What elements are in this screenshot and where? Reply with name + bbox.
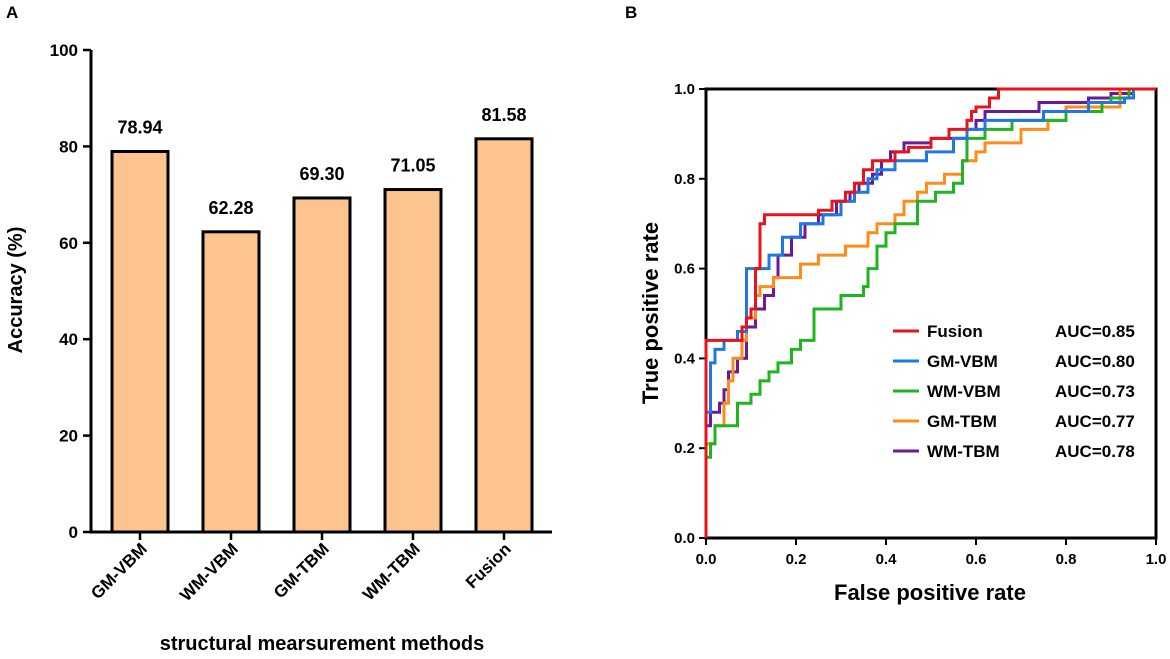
panel-a-bar: [292, 196, 352, 534]
panel-a-x-tick-label: GM-VBM: [87, 539, 151, 603]
panel-b-x-tick-label: 0.0: [696, 551, 717, 568]
panel-b-x-tick-label: 0.2: [786, 551, 807, 568]
panel-b-y-tick-label: 0.2: [674, 440, 695, 457]
panel-b-y-tick-label: 0.4: [674, 350, 696, 367]
panel-b-legend-auc: AUC=0.80: [1055, 352, 1135, 371]
panel-b-x-tick-label: 0.4: [876, 551, 898, 568]
panel-b-plot-frame: [704, 87, 1158, 540]
panel-b-ticks: 0.0 0.2 0.4 0.6 0.8 1.0 0.0 0.2 0.4 0.6 0.8 1.0: [674, 81, 1166, 568]
panel-a-y-tick-label: 20: [59, 427, 78, 446]
panel-a-bar-value-label: 81.58: [481, 105, 526, 125]
panel-b-x-tick-label: 1.0: [1146, 551, 1167, 568]
panel-a-x-tick-label: WM-TBM: [359, 539, 424, 604]
panel-a-x-tick-label: WM-VBM: [176, 539, 242, 605]
panel-b-x-tick-label: 0.6: [966, 551, 987, 568]
panel-b-legend-name: WM-TBM: [927, 442, 1000, 461]
panel-a-x-axis-title: structural mearsurement methods: [160, 633, 485, 655]
panel-a-y-tick-label: 0: [69, 523, 78, 542]
panel-b-y-tick-label: 0.8: [674, 171, 695, 188]
panel-b-label: B: [625, 3, 637, 22]
panel-b-x-axis-title: False positive rate: [834, 580, 1026, 605]
panel-a-bar: [474, 137, 534, 534]
panel-b-roc-curve-gm-vbm: [704, 87, 1156, 538]
panel-b-legend-auc: AUC=0.85: [1055, 322, 1135, 341]
panel-b-roc-curve-wm-tbm: [704, 87, 1156, 538]
panel-a-x-ticks: GM-VBM WM-VBM GM-TBM WM-TBM Fusion: [87, 532, 515, 605]
panel-a-y-tick-label: 100: [50, 41, 78, 60]
panel-b-y-tick-label: 1.0: [674, 81, 695, 98]
panel-b-roc-curve-fusion: [704, 87, 1156, 538]
panel-a-label: A: [6, 3, 18, 22]
panel-b-roc-curves: [704, 87, 1156, 538]
panel-a-bar-value-label: 62.28: [208, 198, 253, 218]
panel-b-legend-name: Fusion: [927, 322, 983, 341]
panel-b-legend-auc: AUC=0.77: [1055, 412, 1135, 431]
panel-a-y-ticks: 0 20 40 60 80 100: [50, 41, 91, 542]
panel-a-bar-value-label: 78.94: [117, 118, 162, 138]
panel-b-roc-curve-gm-tbm: [704, 87, 1156, 538]
panel-a: A Accuracy (%) structural mearsurement m…: [5, 3, 552, 655]
panel-a-bar: [110, 150, 170, 534]
panel-a-bar: [201, 230, 261, 534]
panel-a-x-tick-label: GM-TBM: [270, 539, 333, 602]
panel-b-legend-auc: AUC=0.78: [1055, 442, 1135, 461]
panel-b-legend-name: GM-TBM: [927, 412, 997, 431]
panel-a-y-tick-label: 80: [59, 137, 78, 156]
panel-b-roc-curve-wm-vbm: [704, 87, 1156, 538]
panel-a-bar-value-label: 71.05: [390, 156, 435, 176]
panel-a-bar-value-label: 69.30: [299, 164, 344, 184]
panel-b-y-axis-title: True positive rate: [638, 222, 663, 404]
panel-b-y-tick-label: 0.6: [674, 261, 695, 278]
panel-b-legend-auc: AUC=0.73: [1055, 382, 1135, 401]
panel-b-y-tick-label: 0.0: [674, 530, 695, 547]
panel-a-bar: [383, 188, 443, 534]
panel-a-bars: 78.94 62.28 69.30 71.05 81.58: [110, 105, 534, 534]
panel-b-legend-name: WM-VBM: [927, 382, 1001, 401]
panel-a-y-axis-title: Accuracy (%): [5, 227, 27, 354]
panel-a-y-tick-label: 40: [59, 330, 78, 349]
panel-b-legend-name: GM-VBM: [927, 352, 998, 371]
panel-b-x-tick-label: 0.8: [1056, 551, 1077, 568]
panel-a-x-tick-label: Fusion: [462, 539, 515, 592]
panel-b-legend: Fusion AUC=0.85 GM-VBM AUC=0.80 WM-VBM AUC=0.…: [893, 322, 1135, 461]
panel-b: B True positive rate False positive rate…: [625, 3, 1166, 605]
panel-a-y-tick-label: 60: [59, 234, 78, 253]
